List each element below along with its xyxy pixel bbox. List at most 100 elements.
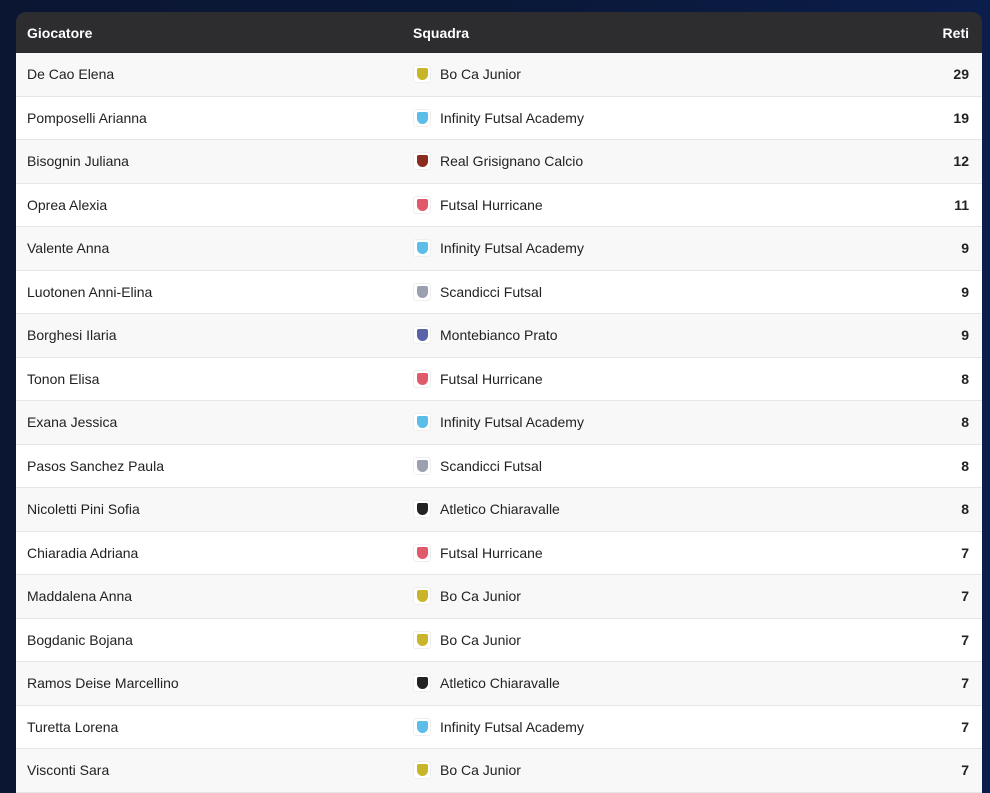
- team-logo-icon: [413, 282, 431, 301]
- team-logo-icon: [413, 717, 431, 736]
- table-row[interactable]: Ramos Deise Marcellino Atletico Chiarava…: [16, 662, 982, 706]
- team-cell: Infinity Futsal Academy: [413, 239, 862, 258]
- header-player[interactable]: Giocatore: [27, 24, 93, 41]
- player-name[interactable]: Nicoletti Pini Sofia: [27, 501, 140, 518]
- team-name[interactable]: Infinity Futsal Academy: [440, 240, 584, 257]
- team-logo-icon: [413, 239, 431, 258]
- player-name[interactable]: Visconti Sara: [27, 762, 110, 779]
- team-logo-icon: [413, 326, 431, 345]
- player-name[interactable]: Chiaradia Adriana: [27, 544, 139, 561]
- player-name[interactable]: Valente Anna: [27, 240, 110, 257]
- player-name[interactable]: Exana Jessica: [27, 414, 118, 431]
- team-cell: Futsal Hurricane: [413, 369, 862, 388]
- goals-value: 9: [961, 283, 969, 300]
- goals-value: 9: [961, 240, 969, 257]
- player-name[interactable]: Pasos Sanchez Paula: [27, 457, 164, 474]
- player-name[interactable]: Turetta Lorena: [27, 718, 119, 735]
- goals-value: 8: [961, 501, 969, 518]
- table-row[interactable]: Chiaradia Adriana Futsal Hurricane 7: [16, 531, 982, 575]
- table-body: De Cao Elena Bo Ca Junior 29 Pomposelli A…: [16, 53, 982, 793]
- table-row[interactable]: Oprea Alexia Futsal Hurricane 11: [16, 183, 982, 227]
- table-row[interactable]: Bisognin Juliana Real Grisignano Calcio …: [16, 140, 982, 184]
- player-name[interactable]: Tonon Elisa: [27, 370, 100, 387]
- goals-value: 9: [961, 327, 969, 344]
- team-name[interactable]: Bo Ca Junior: [440, 588, 521, 605]
- goals-value: 7: [961, 718, 969, 735]
- goals-value: 7: [961, 544, 969, 561]
- team-name[interactable]: Atletico Chiaravalle: [440, 501, 560, 518]
- team-cell: Atletico Chiaravalle: [413, 674, 862, 693]
- team-name[interactable]: Atletico Chiaravalle: [440, 675, 560, 692]
- goals-value: 7: [961, 588, 969, 605]
- team-logo-icon: [413, 500, 431, 519]
- team-name[interactable]: Scandicci Futsal: [440, 457, 542, 474]
- team-name[interactable]: Futsal Hurricane: [440, 370, 543, 387]
- table-row[interactable]: Visconti Sara Bo Ca Junior 7: [16, 749, 982, 793]
- team-logo-icon: [413, 369, 431, 388]
- table-row[interactable]: Nicoletti Pini Sofia Atletico Chiaravall…: [16, 488, 982, 532]
- team-cell: Montebianco Prato: [413, 326, 862, 345]
- goals-value: 19: [953, 109, 969, 126]
- scorers-table: Giocatore Squadra Reti De Cao Elena Bo C…: [16, 12, 982, 793]
- player-name[interactable]: Oprea Alexia: [27, 196, 108, 213]
- team-logo-icon: [413, 108, 431, 127]
- team-cell: Bo Ca Junior: [413, 761, 862, 780]
- table-row[interactable]: Pomposelli Arianna Infinity Futsal Acade…: [16, 96, 982, 140]
- team-name[interactable]: Futsal Hurricane: [440, 544, 543, 561]
- player-name[interactable]: Borghesi Ilaria: [27, 327, 117, 344]
- team-name[interactable]: Montebianco Prato: [440, 327, 558, 344]
- team-name[interactable]: Futsal Hurricane: [440, 196, 543, 213]
- team-cell: Futsal Hurricane: [413, 195, 862, 214]
- table-row[interactable]: Pasos Sanchez Paula Scandicci Futsal 8: [16, 444, 982, 488]
- team-name[interactable]: Scandicci Futsal: [440, 283, 542, 300]
- team-cell: Bo Ca Junior: [413, 65, 862, 84]
- player-name[interactable]: Luotonen Anni-Elina: [27, 283, 153, 300]
- team-logo-icon: [413, 456, 431, 475]
- goals-value: 7: [961, 675, 969, 692]
- goals-value: 8: [961, 370, 969, 387]
- team-name[interactable]: Bo Ca Junior: [440, 66, 521, 83]
- team-cell: Bo Ca Junior: [413, 587, 862, 606]
- table-row[interactable]: Maddalena Anna Bo Ca Junior 7: [16, 575, 982, 619]
- team-name[interactable]: Bo Ca Junior: [440, 631, 521, 648]
- team-logo-icon: [413, 761, 431, 780]
- goals-value: 8: [961, 457, 969, 474]
- team-cell: Infinity Futsal Academy: [413, 108, 862, 127]
- header-goals[interactable]: Reti: [942, 24, 969, 41]
- player-name[interactable]: Maddalena Anna: [27, 588, 133, 605]
- goals-value: 12: [953, 153, 969, 170]
- goals-value: 8: [961, 414, 969, 431]
- table-row[interactable]: Luotonen Anni-Elina Scandicci Futsal 9: [16, 270, 982, 314]
- table-row[interactable]: Bogdanic Bojana Bo Ca Junior 7: [16, 618, 982, 662]
- player-name[interactable]: De Cao Elena: [27, 66, 115, 83]
- player-name[interactable]: Bisognin Juliana: [27, 153, 129, 170]
- header-team[interactable]: Squadra: [413, 24, 470, 41]
- team-cell: Real Grisignano Calcio: [413, 152, 862, 171]
- team-name[interactable]: Infinity Futsal Academy: [440, 414, 584, 431]
- team-cell: Infinity Futsal Academy: [413, 413, 862, 432]
- team-cell: Futsal Hurricane: [413, 543, 862, 562]
- team-logo-icon: [413, 543, 431, 562]
- player-name[interactable]: Pomposelli Arianna: [27, 109, 147, 126]
- team-logo-icon: [413, 195, 431, 214]
- table-row[interactable]: Tonon Elisa Futsal Hurricane 8: [16, 357, 982, 401]
- player-name[interactable]: Ramos Deise Marcellino: [27, 675, 179, 692]
- table-row[interactable]: Borghesi Ilaria Montebianco Prato 9: [16, 314, 982, 358]
- team-logo-icon: [413, 674, 431, 693]
- player-name[interactable]: Bogdanic Bojana: [27, 631, 133, 648]
- team-cell: Atletico Chiaravalle: [413, 500, 862, 519]
- table-row[interactable]: Turetta Lorena Infinity Futsal Academy 7: [16, 705, 982, 749]
- team-logo-icon: [413, 413, 431, 432]
- team-logo-icon: [413, 587, 431, 606]
- team-logo-icon: [413, 65, 431, 84]
- team-name[interactable]: Bo Ca Junior: [440, 762, 521, 779]
- goals-value: 7: [961, 762, 969, 779]
- table-header: Giocatore Squadra Reti: [16, 12, 982, 53]
- team-name[interactable]: Real Grisignano Calcio: [440, 153, 584, 170]
- table-row[interactable]: Valente Anna Infinity Futsal Academy 9: [16, 227, 982, 271]
- team-name[interactable]: Infinity Futsal Academy: [440, 109, 584, 126]
- team-name[interactable]: Infinity Futsal Academy: [440, 718, 584, 735]
- table-row[interactable]: Exana Jessica Infinity Futsal Academy 8: [16, 401, 982, 445]
- table-row[interactable]: De Cao Elena Bo Ca Junior 29: [16, 53, 982, 97]
- team-cell: Scandicci Futsal: [413, 456, 862, 475]
